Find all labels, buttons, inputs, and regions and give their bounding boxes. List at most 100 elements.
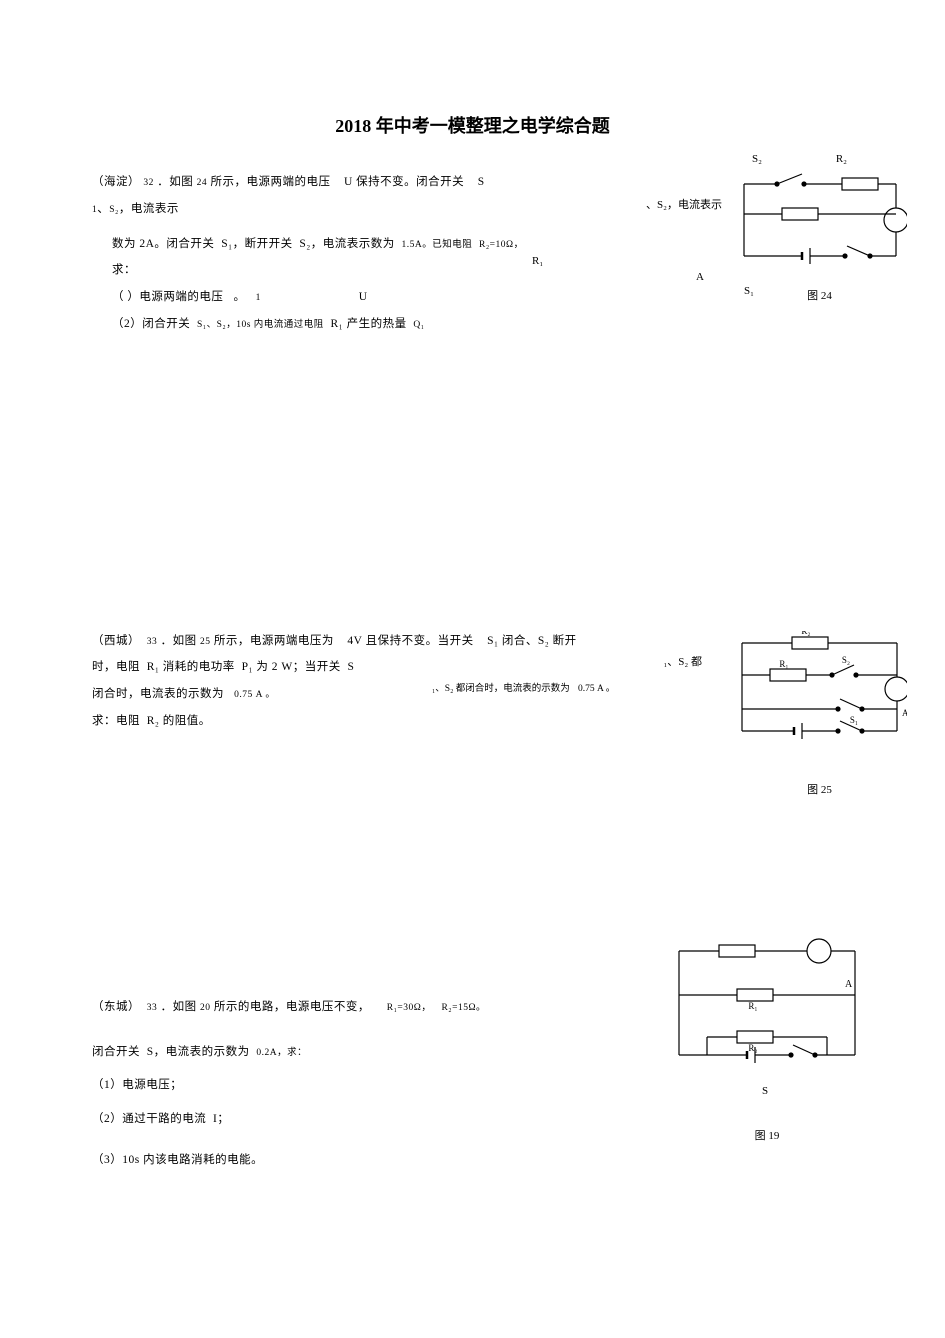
figure-2-wrap: R₂ R₁ S₂ S₁ A 图 25	[732, 631, 907, 801]
p1-sub2: S₂	[109, 205, 119, 215]
p1-q2b: S₁、S₂，10s 内电流通过电阻	[197, 320, 324, 330]
p1-q1d: U	[359, 291, 368, 303]
p1-seg-b: 所示，电源两端的电压	[211, 176, 331, 188]
p3-l2a: 闭合开关	[92, 1046, 140, 1058]
p2-float-pre: ₁、S₂ 都	[663, 653, 702, 673]
figure-1-wrap: 图 24	[732, 162, 907, 307]
label-a3: A	[845, 979, 853, 990]
p2-source: （西城）	[92, 635, 140, 647]
p2-line1: （西城） 33 ．如图 25 所示，电源两端电压为 4V 且保持不变。当开关 S…	[92, 631, 712, 652]
p2-l3a: 闭合时，电流表的示数为	[92, 688, 224, 700]
p3-seg-b: 所示的电路，电源电压不变，	[214, 1001, 370, 1013]
p3-l2c: 0.2A，求：	[256, 1048, 307, 1058]
p1-l3c: S₂，电流表示数为	[299, 238, 394, 250]
p3-seg-a: ．如图	[161, 1001, 197, 1013]
p1-l2b: ，电流表示	[119, 203, 179, 215]
label-a-svg: A	[902, 708, 907, 718]
p1-line1: （海淀） 32 ．如图 24 所示，电源两端的电压 U 保持不变。闭合开关 S	[92, 172, 652, 193]
p2-fm-b: 0.75 A 。	[578, 684, 615, 694]
figure-3-caption: 图 19	[667, 1127, 867, 1147]
p1-number: 32	[143, 178, 154, 188]
p2-l4a: 求：电阻	[92, 715, 140, 727]
p1-figref: 24	[197, 178, 208, 188]
figure-3-wrap: A R₁ R₂ S 图 19	[667, 937, 867, 1147]
problem-3-text: （东城） 33 ．如图 20 所示的电路，电源电压不变， R₁=30Ω， R₂=…	[92, 997, 652, 1170]
p2-l2d: S	[347, 661, 354, 673]
p2-figref: 25	[200, 637, 211, 647]
problem-1-text: （海淀） 32 ．如图 24 所示，电源两端的电压 U 保持不变。闭合开关 S …	[92, 172, 652, 334]
page-title: 2018 年中考一模整理之电学综合题	[0, 0, 945, 172]
p1-seg-d: S	[478, 176, 485, 188]
p3-source: （东城）	[92, 1001, 140, 1013]
p1-l3b: S₁，断开开关	[221, 238, 292, 250]
p1-seg-c: U 保持不变。闭合开关	[344, 176, 464, 188]
p1-float-s1: S₁	[744, 282, 754, 302]
p2-line2: 时，电阻 R₁ 消耗的电功率 P₁ 为 2 W；当开关 S	[92, 657, 712, 678]
p2-line4: 求：电阻 R₂ 的阻值。	[92, 711, 712, 732]
label-r2-3: R₂	[748, 1043, 757, 1053]
p1-l3d: 1.5A。已知电阻	[402, 240, 473, 250]
p2-line3: 闭合时，电流表的示数为 0.75 A 。	[92, 684, 712, 705]
p1-q1b: 。	[234, 291, 246, 303]
p2-number: 33	[147, 637, 158, 647]
p3-l2b: S，电流表的示数为	[147, 1046, 250, 1058]
p3-line2: 闭合开关 S，电流表的示数为 0.2A，求：	[92, 1042, 652, 1063]
p1-float1: 、S₂，电流表示	[646, 196, 722, 216]
p1-line2: 1、S₂，电流表示	[92, 199, 652, 220]
p3-float-s: S	[762, 1082, 768, 1102]
p1-l2a: 、	[97, 203, 109, 215]
p2-seg-c: 4V 且保持不变。当开关	[347, 635, 473, 647]
figure-2-caption: 图 25	[732, 781, 907, 801]
p2-l3b: 0.75 A 。	[234, 690, 275, 700]
p2-seg-d: S₁ 闭合、S₂ 断开	[487, 635, 577, 647]
p2-l2c: P₁ 为 2 W；当开关	[242, 661, 341, 673]
p3-q1: （1）电源电压；	[92, 1075, 652, 1096]
p1-q1: （ ）电源两端的电压 。 1 U	[112, 287, 652, 308]
label-r1-3: R₁	[748, 1001, 757, 1011]
problem-1: 图 24 S₂ R₂ （海淀） 32 ．如图 24 所示，电源两端的电压 U 保…	[92, 172, 917, 570]
p3-q2b: I；	[213, 1113, 229, 1125]
p1-l3e: R₂=10Ω，	[479, 240, 524, 250]
p3-number: 33	[147, 1003, 158, 1013]
content-area: 图 24 S₂ R₂ （海淀） 32 ．如图 24 所示，电源两端的电压 U 保…	[0, 172, 945, 1170]
label-s2-svg: S₂	[842, 655, 850, 665]
label-r1-svg: R₁	[779, 659, 788, 669]
p2-fm-a: ₁、S₂ 都闭合时，电流表的示数为	[432, 684, 570, 694]
circuit-diagram-1	[732, 162, 907, 267]
p1-seg-a: ．如图	[157, 176, 193, 188]
problem-2: R₂ R₁ S₂ S₁ A 图 25 （西城） 33 ．如图 25 所示，电源两…	[92, 631, 917, 938]
p3-q2: （2）通过干路的电流 I；	[92, 1109, 652, 1130]
spacer-1	[92, 341, 917, 571]
circuit-diagram-2: R₂ R₁ S₂ S₁ A	[732, 631, 907, 746]
p1-q2: （2）闭合开关 S₁、S₂，10s 内电流通过电阻 R₁ 产生的热量 Q₁	[112, 314, 652, 335]
p3-q3: （3）10s 内该电路消耗的电能。	[92, 1150, 652, 1171]
p1-line3: 数为 2A。闭合开关 S₁，断开开关 S₂，电流表示数为 1.5A。已知电阻 R…	[112, 234, 652, 255]
p1-l3a: 数为 2A。闭合开关	[112, 238, 214, 250]
p1-q1a: （ ）电源两端的电压	[112, 291, 223, 303]
p3-seg-c: R₁=30Ω，	[387, 1003, 432, 1013]
p3-q2a: （2）通过干路的电流	[92, 1113, 206, 1125]
p2-seg-a: ．如图	[161, 635, 197, 647]
p2-seg-b: 所示，电源两端电压为	[214, 635, 334, 647]
p1-q2c: R₁ 产生的热量	[331, 318, 407, 330]
p1-float-r1: R₁	[532, 252, 543, 272]
p3-seg-d: R₂=15Ω。	[441, 1003, 486, 1013]
p3-figref: 20	[200, 1003, 211, 1013]
p3-line1: （东城） 33 ．如图 20 所示的电路，电源电压不变， R₁=30Ω， R₂=…	[92, 997, 652, 1018]
circuit-diagram-3: A R₁ R₂	[667, 937, 867, 1067]
label-r2: R₂	[836, 150, 847, 170]
p2-l2b: R₁ 消耗的电功率	[147, 661, 235, 673]
p1-source: （海淀）	[92, 176, 140, 188]
p1-q1c: 1	[256, 293, 261, 303]
label-s2: S₂	[752, 150, 762, 170]
figure-1-caption: 图 24	[732, 287, 907, 307]
problem-3: A R₁ R₂ S 图 19 （东城） 33 ．如图 20 所示的电路，电源电压…	[92, 997, 917, 1170]
p1-line3f: 求：	[112, 260, 652, 281]
p2-l4b: R₂ 的阻值。	[147, 715, 211, 727]
p2-float-mid: ₁、S₂ 都闭合时，电流表的示数为 0.75 A 。	[432, 679, 615, 699]
p1-float-a: A	[696, 268, 704, 288]
p1-q2a: （2）闭合开关	[112, 318, 190, 330]
p1-q2d: Q₁	[413, 320, 424, 330]
problem-2-text: （西城） 33 ．如图 25 所示，电源两端电压为 4V 且保持不变。当开关 S…	[92, 631, 712, 732]
label-r2-svg: R₂	[801, 631, 810, 636]
